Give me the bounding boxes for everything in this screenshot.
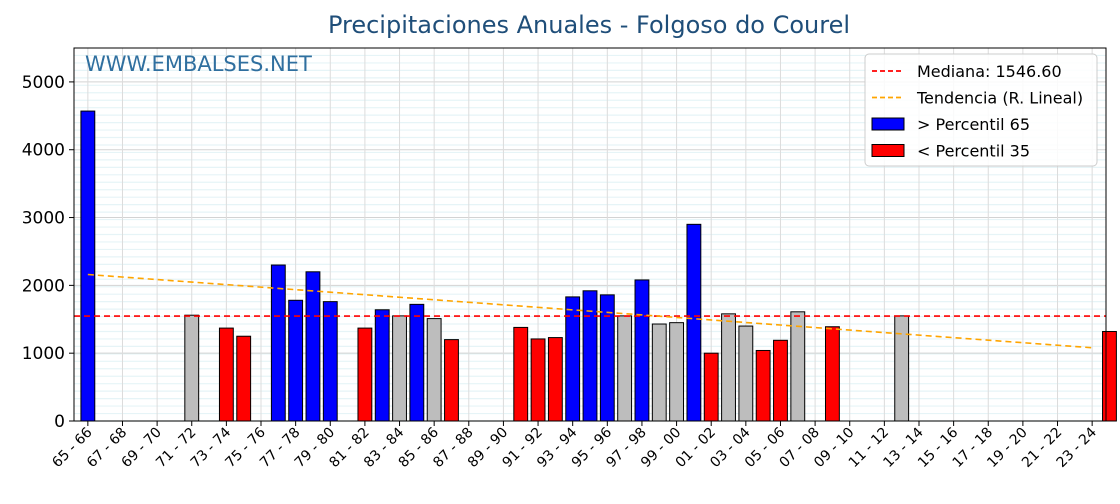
bar <box>1102 330 1117 422</box>
legend-label: < Percentil 35 <box>917 142 1030 161</box>
bar <box>305 271 321 422</box>
bar <box>617 315 633 422</box>
y-tick-label: 0 <box>54 412 65 432</box>
bar <box>738 325 754 422</box>
bar <box>824 326 840 422</box>
reference-lines <box>74 273 1106 349</box>
bar <box>322 301 338 422</box>
bar <box>426 318 442 422</box>
bar <box>444 339 459 422</box>
bar <box>894 315 910 422</box>
bars-group <box>80 110 1117 422</box>
bar <box>599 294 615 422</box>
bar <box>721 313 736 422</box>
bar <box>409 303 425 422</box>
y-tick-label: 2000 <box>22 276 65 296</box>
trend-line <box>87 273 1093 349</box>
bar <box>755 349 771 422</box>
bar <box>703 352 719 422</box>
legend-box <box>864 53 1098 167</box>
y-tick-label: 3000 <box>22 209 65 229</box>
bar <box>513 326 529 422</box>
bar <box>236 335 252 422</box>
bar <box>374 309 390 422</box>
bar <box>547 337 563 422</box>
bar <box>790 311 806 422</box>
bar <box>530 338 546 422</box>
legend-label: > Percentil 65 <box>917 115 1030 134</box>
bar <box>582 290 598 422</box>
bar <box>669 322 685 422</box>
legend-label: Tendencia (R. Lineal) <box>916 89 1083 108</box>
bar <box>357 327 373 422</box>
legend-patch-swatch <box>871 144 905 157</box>
bar <box>686 223 702 422</box>
legend-label: Mediana: 1546.60 <box>917 62 1062 81</box>
y-tick-label: 4000 <box>22 141 65 161</box>
bar <box>80 110 96 422</box>
bar <box>773 339 788 422</box>
axes <box>73 47 1107 422</box>
watermark: WWW.EMBALSES.NET <box>85 52 312 76</box>
legend-patch-swatch <box>871 117 905 131</box>
bar <box>288 299 304 422</box>
axes-frame <box>73 47 1107 422</box>
bar <box>651 323 667 422</box>
bar <box>184 314 200 422</box>
y-tick-label: 1000 <box>22 344 65 364</box>
bar <box>392 315 407 422</box>
legend: Mediana: 1546.60 Tendencia (R. Lineal) > … <box>864 53 1098 167</box>
bar <box>218 327 234 422</box>
y-tick-labels: 0 1000 2000 3000 4000 5000 <box>22 73 74 432</box>
chart-title: Precipitaciones Anuales - Folgoso do Cou… <box>328 11 850 39</box>
y-tick-label: 5000 <box>22 73 65 93</box>
bar <box>634 279 650 422</box>
